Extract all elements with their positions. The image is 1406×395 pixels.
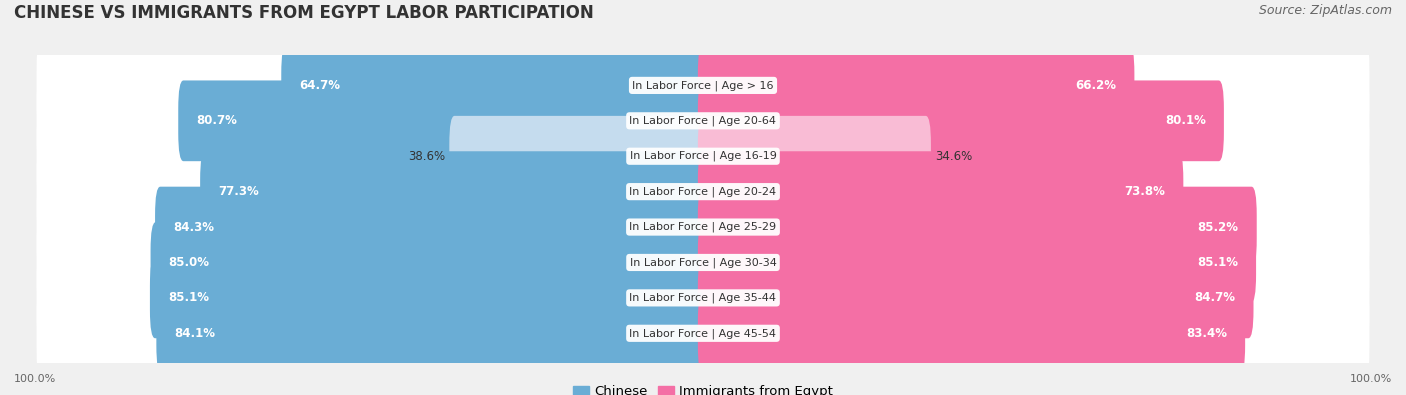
Text: Source: ZipAtlas.com: Source: ZipAtlas.com: [1258, 4, 1392, 17]
FancyBboxPatch shape: [37, 195, 1369, 330]
Text: 66.2%: 66.2%: [1076, 79, 1116, 92]
Text: 85.1%: 85.1%: [1197, 256, 1239, 269]
FancyBboxPatch shape: [697, 81, 1223, 161]
FancyBboxPatch shape: [39, 88, 1367, 224]
Text: 77.3%: 77.3%: [218, 185, 259, 198]
FancyBboxPatch shape: [697, 45, 1135, 126]
FancyBboxPatch shape: [37, 160, 1369, 294]
FancyBboxPatch shape: [37, 18, 1369, 153]
Text: 84.3%: 84.3%: [173, 220, 214, 233]
Text: 38.6%: 38.6%: [408, 150, 444, 163]
FancyBboxPatch shape: [39, 194, 1367, 331]
Text: 83.4%: 83.4%: [1187, 327, 1227, 340]
FancyBboxPatch shape: [697, 293, 1246, 374]
Text: 84.1%: 84.1%: [174, 327, 215, 340]
Text: 64.7%: 64.7%: [299, 79, 340, 92]
FancyBboxPatch shape: [697, 151, 1184, 232]
Text: In Labor Force | Age 35-44: In Labor Force | Age 35-44: [630, 293, 776, 303]
Text: CHINESE VS IMMIGRANTS FROM EGYPT LABOR PARTICIPATION: CHINESE VS IMMIGRANTS FROM EGYPT LABOR P…: [14, 4, 593, 22]
Text: 85.2%: 85.2%: [1198, 220, 1239, 233]
FancyBboxPatch shape: [281, 45, 709, 126]
FancyBboxPatch shape: [37, 266, 1369, 395]
FancyBboxPatch shape: [697, 258, 1254, 338]
FancyBboxPatch shape: [150, 258, 709, 338]
FancyBboxPatch shape: [39, 124, 1367, 260]
Text: 80.1%: 80.1%: [1166, 114, 1206, 127]
Text: In Labor Force | Age 30-34: In Labor Force | Age 30-34: [630, 257, 776, 268]
Text: 34.6%: 34.6%: [935, 150, 973, 163]
Legend: Chinese, Immigrants from Egypt: Chinese, Immigrants from Egypt: [568, 380, 838, 395]
FancyBboxPatch shape: [697, 222, 1256, 303]
FancyBboxPatch shape: [450, 116, 709, 197]
FancyBboxPatch shape: [37, 124, 1369, 259]
Text: 80.7%: 80.7%: [197, 114, 238, 127]
FancyBboxPatch shape: [179, 81, 709, 161]
FancyBboxPatch shape: [39, 159, 1367, 295]
Text: In Labor Force | Age 20-24: In Labor Force | Age 20-24: [630, 186, 776, 197]
Text: In Labor Force | Age 25-29: In Labor Force | Age 25-29: [630, 222, 776, 232]
Text: In Labor Force | Age 20-64: In Labor Force | Age 20-64: [630, 116, 776, 126]
Text: In Labor Force | Age 45-54: In Labor Force | Age 45-54: [630, 328, 776, 339]
FancyBboxPatch shape: [39, 265, 1367, 395]
Text: 100.0%: 100.0%: [14, 374, 56, 384]
FancyBboxPatch shape: [39, 53, 1367, 189]
Text: In Labor Force | Age 16-19: In Labor Force | Age 16-19: [630, 151, 776, 162]
Text: In Labor Force | Age > 16: In Labor Force | Age > 16: [633, 80, 773, 90]
FancyBboxPatch shape: [37, 89, 1369, 224]
FancyBboxPatch shape: [37, 54, 1369, 188]
FancyBboxPatch shape: [155, 187, 709, 267]
Text: 84.7%: 84.7%: [1195, 292, 1236, 305]
FancyBboxPatch shape: [39, 230, 1367, 366]
FancyBboxPatch shape: [697, 116, 931, 197]
Text: 85.0%: 85.0%: [169, 256, 209, 269]
FancyBboxPatch shape: [37, 231, 1369, 365]
Text: 100.0%: 100.0%: [1350, 374, 1392, 384]
FancyBboxPatch shape: [156, 293, 709, 374]
Text: 73.8%: 73.8%: [1125, 185, 1166, 198]
FancyBboxPatch shape: [200, 151, 709, 232]
FancyBboxPatch shape: [39, 17, 1367, 153]
Text: 85.1%: 85.1%: [167, 292, 209, 305]
FancyBboxPatch shape: [697, 187, 1257, 267]
FancyBboxPatch shape: [150, 222, 709, 303]
